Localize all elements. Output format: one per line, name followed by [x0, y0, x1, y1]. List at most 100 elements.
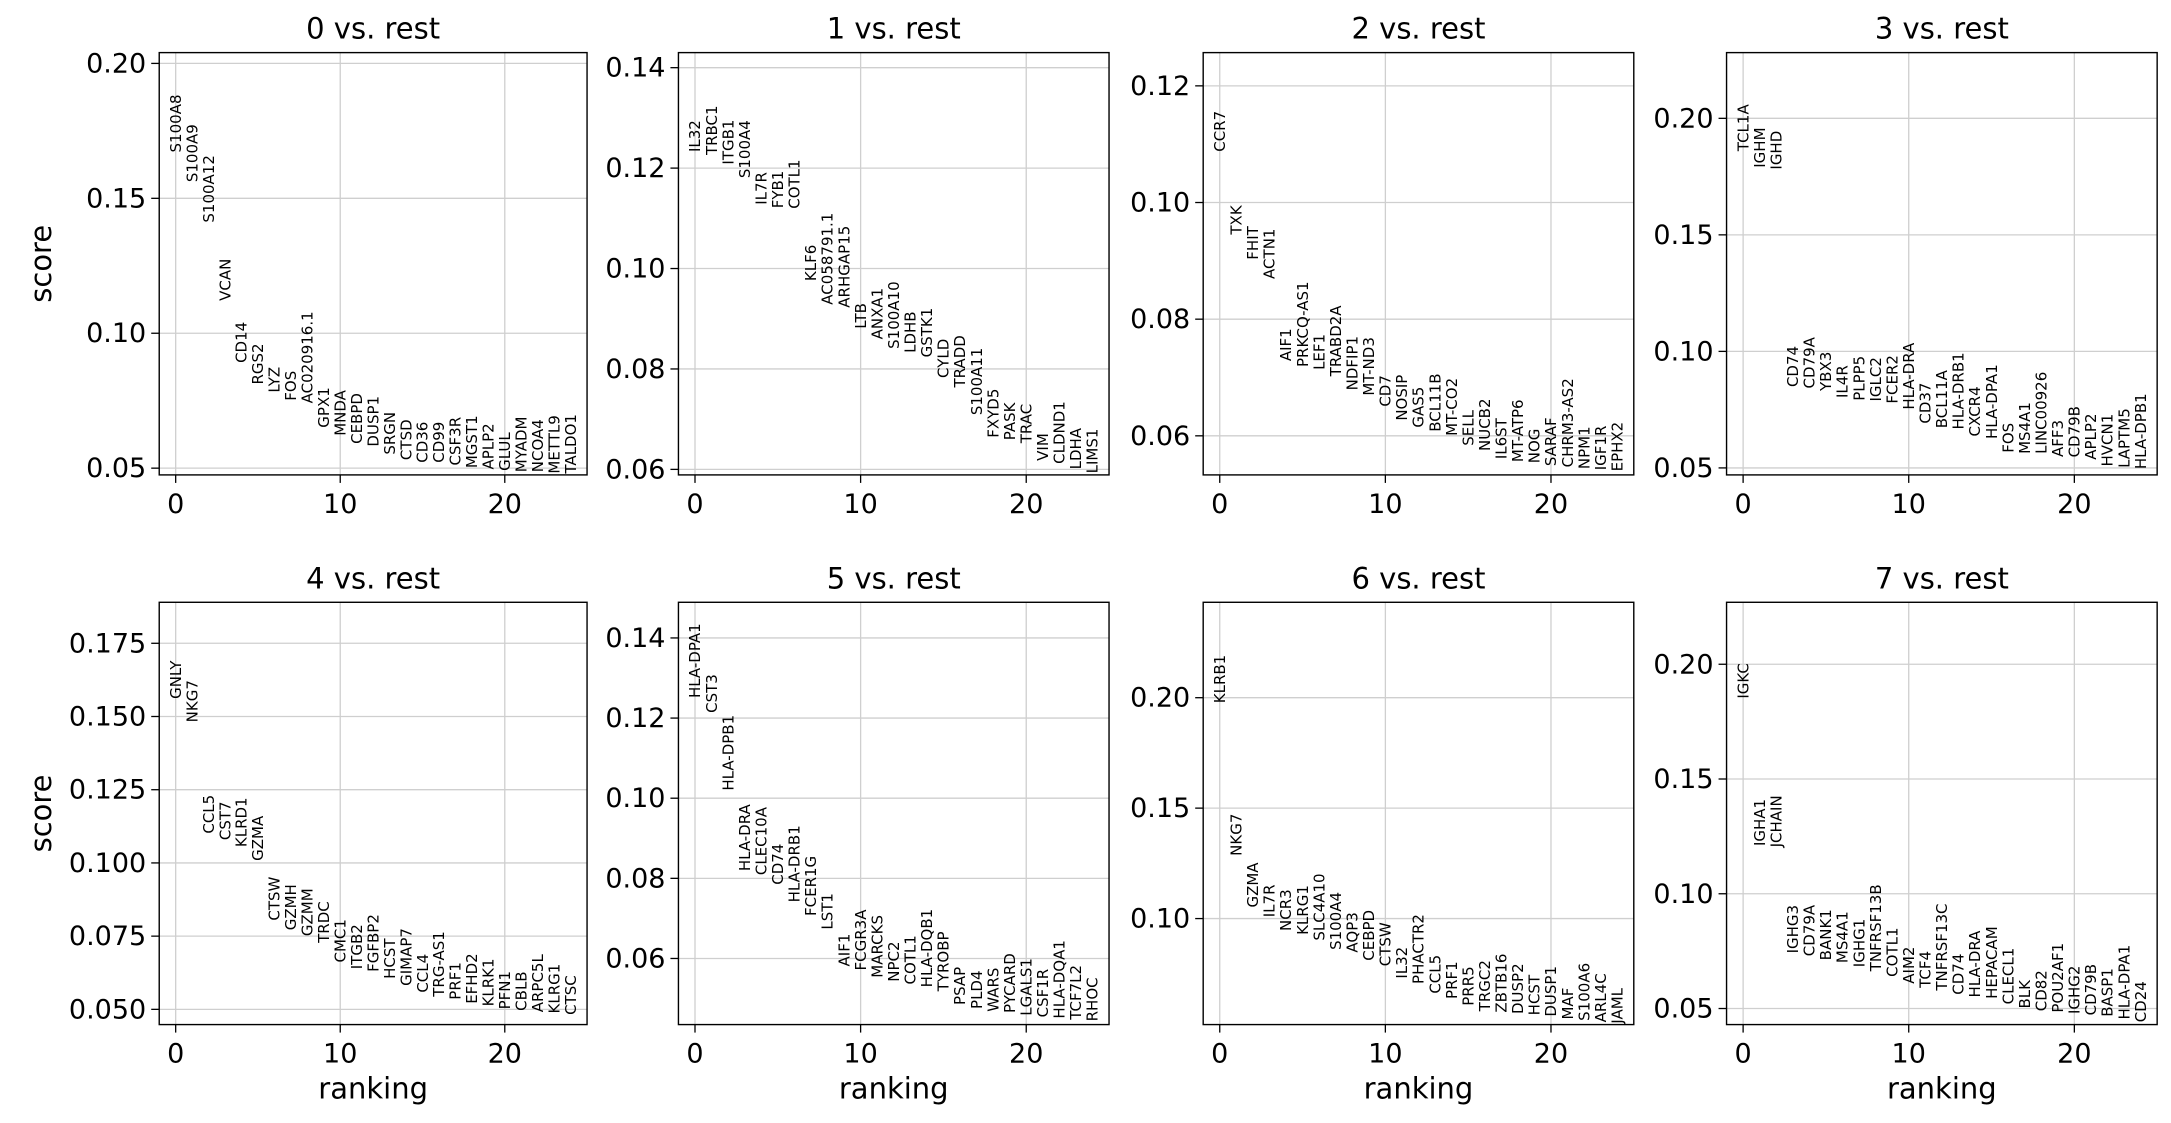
gene-label: HLA-DPB1 — [2132, 393, 2150, 469]
gene-label: LINC00926 — [2032, 372, 2050, 454]
gene-label: CTSD — [397, 419, 415, 460]
y-tick-label: 0.20 — [1130, 683, 1190, 714]
y-tick-label: 0.10 — [605, 783, 665, 814]
gene-label: PRF1 — [1443, 961, 1461, 999]
gene-label: VCAN — [216, 259, 234, 301]
gene-label: GNLY — [167, 660, 185, 699]
gene-label: CLEC10A — [752, 806, 770, 875]
gene-label: NOG — [1526, 429, 1544, 464]
gene-label: FCER2 — [1883, 355, 1901, 404]
gene-label: IGKC — [1734, 663, 1752, 699]
gene-label: CEBPD — [1360, 910, 1378, 961]
gene-label: SRGN — [381, 412, 399, 455]
gene-label: S100A6 — [1575, 963, 1593, 1021]
gene-label: HLA-DRA — [1900, 342, 1918, 410]
gene-label: GAS5 — [1410, 387, 1428, 428]
panel: 0.05 0.10 0.15 0.20 0 10 20 S100A8S100A9S100A12… — [24, 12, 588, 520]
gene-label: CD24 — [2132, 981, 2150, 1022]
y-tick-label: 0.10 — [605, 254, 665, 285]
gene-label: PSAP — [951, 967, 969, 1005]
gene-label: TRABD2A — [1327, 305, 1345, 378]
y-tick-label: 0.10 — [1130, 188, 1190, 219]
gene-label: ANXA1 — [868, 288, 886, 340]
gene-label: TRBC1 — [703, 105, 721, 156]
gene-label: HLA-DPB1 — [719, 715, 737, 791]
gene-label: NDFIP1 — [1343, 336, 1361, 390]
gene-label: HLA-DQA1 — [1051, 940, 1069, 1019]
y-tick-label: 0.050 — [69, 994, 146, 1025]
gene-label: TRDC — [315, 901, 333, 944]
x-tick-label: 20 — [1009, 489, 1043, 520]
gene-label: WARS — [984, 968, 1002, 1012]
gene-label: IGHG1 — [1850, 919, 1868, 968]
panel: 0.060.080.100.120.140 10 20IL32TRBC1ITGB1S… — [605, 12, 1110, 520]
gene-label: HLA-DRB1 — [786, 825, 804, 902]
gene-label: TYROBP — [935, 931, 953, 992]
y-tick-label: 0.06 — [605, 454, 665, 485]
x-tick-label: 0 — [1211, 1039, 1228, 1070]
gene-label: COTL1 — [1883, 927, 1901, 976]
gene-label: CD79B — [2066, 406, 2084, 457]
gene-label: LYZ — [266, 367, 284, 393]
gene-label: DUSP2 — [1509, 963, 1527, 1014]
panel-title: 6 vs. rest — [1351, 561, 1485, 595]
gene-label: MT-ATP6 — [1509, 399, 1527, 462]
gene-label: ARPC5L — [529, 954, 547, 1013]
gene-label: S100A4 — [736, 120, 754, 178]
y-tick-label: 0.08 — [1130, 304, 1190, 335]
gene-label: IGHA1 — [1751, 799, 1769, 846]
gene-label: MARCKS — [868, 915, 886, 978]
axes-frame — [677, 51, 1110, 476]
gene-label: DUSP1 — [364, 396, 382, 447]
x-tick-label: 20 — [1534, 1039, 1568, 1070]
gene-label: ITGB2 — [348, 924, 366, 969]
gene-label: AIM2 — [1900, 947, 1918, 984]
gene-label: NKG7 — [1228, 814, 1246, 856]
x-tick-label: 10 — [323, 1039, 357, 1070]
gene-label: PFN1 — [496, 971, 514, 1009]
y-tick-label: 0.150 — [69, 701, 146, 732]
gene-label: MNDA — [331, 389, 349, 435]
gene-label: DUSP1 — [1542, 966, 1560, 1017]
gene-label: TRADD — [951, 335, 969, 388]
gene-label: NKG7 — [183, 680, 201, 722]
gene-label: TXK — [1228, 204, 1246, 235]
gene-label: GPX1 — [315, 387, 333, 428]
gene-label: KLF6 — [802, 245, 820, 281]
gene-label: IGHG2 — [2066, 966, 2084, 1015]
panel: 0.050.100.150.200 10 20TCL1AIGHMIGHDCD74CD… — [1653, 12, 2158, 520]
x-tick-label: 0 — [686, 489, 703, 520]
gene-label: JCHAIN — [1767, 795, 1785, 848]
gene-label: CCR7 — [1211, 111, 1229, 152]
gene-label: IL4R — [1834, 365, 1852, 398]
x-tick-label: 0 — [167, 1039, 184, 1070]
gene-label: KLRD1 — [233, 797, 251, 847]
x-tick-label: 10 — [1368, 489, 1402, 520]
gene-label: EFHD2 — [463, 953, 481, 1003]
gene-label: CD14 — [233, 322, 251, 363]
gene-label: TNFRSF13B — [1867, 884, 1885, 972]
gene-label: CBLB — [512, 971, 530, 1010]
gene-label: AQP3 — [1343, 912, 1361, 952]
gene-label: IL32 — [686, 120, 704, 152]
gene-label: BCL11B — [1426, 373, 1444, 431]
gene-label: ZBTB16 — [1493, 954, 1511, 1013]
gene-label: CLECL1 — [1999, 948, 2017, 1005]
panel-title: 2 vs. rest — [1351, 12, 1485, 46]
x-axis-label: ranking — [318, 1072, 428, 1106]
axes-frame — [1725, 601, 2158, 1026]
y-tick-label: 0.06 — [605, 943, 665, 974]
gene-label: AC020916.1 — [299, 311, 317, 403]
gene-label: FHIT — [1244, 225, 1262, 259]
gene-label: HLA-DPA1 — [1983, 364, 2001, 439]
y-tick-label: 0.15 — [86, 183, 146, 214]
y-tick-label: 0.15 — [1130, 793, 1190, 824]
gene-label: BLK — [2016, 979, 2034, 1009]
panel: 0.050 0.075 0.100 0.125 0.150 0.175 0 10 20 GNLYN… — [24, 561, 588, 1106]
gene-label: MAF — [1559, 988, 1577, 1020]
gene-label: AFF3 — [2049, 420, 2067, 457]
gene-label: CD99 — [430, 422, 448, 463]
gene-label: CD79A — [1801, 904, 1819, 956]
